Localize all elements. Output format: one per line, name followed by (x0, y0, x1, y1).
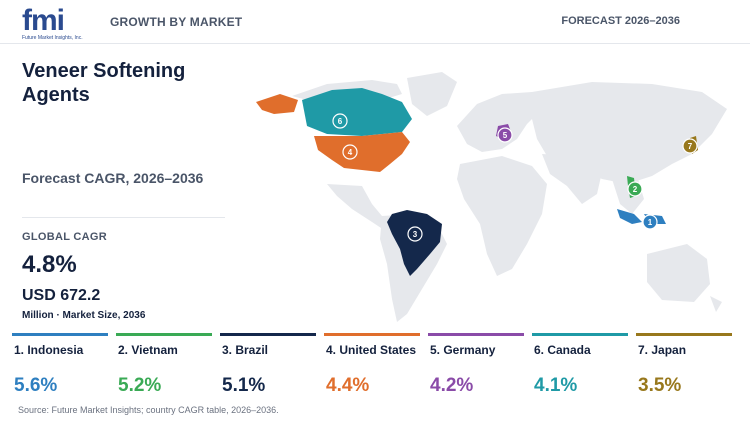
country-color-bar (324, 333, 420, 336)
country-name: 7. Japan (638, 343, 687, 357)
country-cagr: 5.2% (118, 375, 162, 396)
country-name: 1. Indonesia (14, 343, 84, 357)
country-color-bar (116, 333, 212, 336)
market-size-value: USD 672.2 (22, 287, 101, 304)
market-size-note: Million · Market Size, 2036 (22, 310, 146, 321)
fmi-logo[interactable]: fmi Future Market Insights, Inc. (22, 4, 92, 42)
rank-markers: 6 4 3 5 2 1 7 (332, 113, 698, 242)
country-cagr: 4.1% (534, 375, 578, 396)
marker-7[interactable]: 7 (682, 138, 698, 154)
marker-6-label: 6 (338, 117, 343, 126)
country-cagr: 5.6% (14, 375, 58, 396)
marker-4[interactable]: 4 (342, 144, 358, 160)
country-name: 2. Vietnam (118, 343, 178, 357)
marker-5[interactable]: 5 (497, 127, 513, 143)
marker-5-label: 5 (503, 131, 508, 140)
divider (22, 217, 225, 218)
country-item-vietnam[interactable]: 2. Vietnam 5.2% (116, 333, 212, 403)
country-item-united-states[interactable]: 4. United States 4.4% (324, 333, 420, 403)
marker-2[interactable]: 2 (627, 181, 643, 197)
marker-2-label: 2 (633, 185, 638, 194)
country-color-bar (532, 333, 628, 336)
logo-subtext: Future Market Insights, Inc. (22, 35, 83, 41)
country-brazil[interactable] (387, 210, 442, 276)
country-item-indonesia[interactable]: 1. Indonesia 5.6% (12, 333, 108, 403)
country-cagr: 4.4% (326, 375, 370, 396)
global-cagr-label: GLOBAL CAGR (22, 231, 107, 243)
country-item-japan[interactable]: 7. Japan 3.5% (636, 333, 732, 403)
country-name: 3. Brazil (222, 343, 269, 357)
country-indonesia[interactable] (617, 209, 642, 224)
forecast-subtitle: Forecast CAGR, 2026–2036 (22, 170, 204, 186)
marker-1-label: 1 (648, 218, 653, 227)
country-color-bar (220, 333, 316, 336)
world-map: 6 4 3 5 2 1 7 (256, 72, 727, 322)
marker-1[interactable]: 1 (642, 214, 658, 230)
country-us-alaska[interactable] (256, 94, 298, 114)
country-cagr: 3.5% (638, 375, 682, 396)
source-note: Source: Future Market Insights; country … (18, 405, 279, 415)
country-item-canada[interactable]: 6. Canada 4.1% (532, 333, 628, 403)
country-name: 6. Canada (534, 343, 591, 357)
country-cagr-list: 1. Indonesia 5.6% 2. Vietnam 5.2% 3. Bra… (12, 333, 738, 403)
country-united-states[interactable] (314, 132, 410, 172)
country-cagr: 5.1% (222, 375, 266, 396)
country-name: 4. United States (326, 343, 417, 357)
header-forecast-label: FORECAST 2026–2036 (561, 15, 680, 27)
marker-3[interactable]: 3 (407, 226, 423, 242)
country-cagr: 4.2% (430, 375, 474, 396)
logo-wordmark: fmi (22, 4, 65, 37)
country-color-bar (428, 333, 524, 336)
marker-6[interactable]: 6 (332, 113, 348, 129)
country-color-bar (636, 333, 732, 336)
global-cagr-value: 4.8% (22, 251, 77, 278)
country-canada[interactable] (302, 88, 412, 136)
header-section-label: GROWTH BY MARKET (110, 15, 243, 29)
country-color-bar (12, 333, 108, 336)
marker-7-label: 7 (688, 142, 693, 151)
country-item-brazil[interactable]: 3. Brazil 5.1% (220, 333, 316, 403)
page-title: Veneer Softening Agents (22, 60, 186, 106)
country-name: 5. Germany (430, 343, 496, 357)
header-bar: fmi Future Market Insights, Inc. GROWTH … (0, 0, 750, 44)
country-item-germany[interactable]: 5. Germany 4.2% (428, 333, 524, 403)
marker-3-label: 3 (413, 230, 418, 239)
marker-4-label: 4 (348, 148, 353, 157)
